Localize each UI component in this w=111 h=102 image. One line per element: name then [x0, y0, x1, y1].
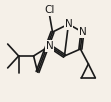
Text: N: N	[65, 19, 72, 29]
Text: Cl: Cl	[44, 5, 55, 15]
Text: N: N	[46, 41, 53, 51]
Text: N: N	[78, 27, 86, 37]
